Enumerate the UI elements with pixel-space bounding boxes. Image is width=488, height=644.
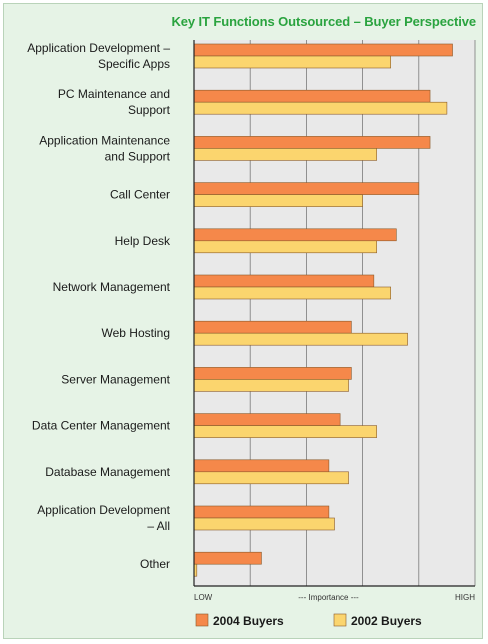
bar-2002 bbox=[193, 55, 391, 69]
category-label-line: Support bbox=[128, 103, 171, 117]
category-label: Web Hosting bbox=[102, 326, 170, 340]
category-label: Data Center Management bbox=[32, 419, 171, 433]
bar-2002 bbox=[193, 194, 363, 207]
category-label-line: – All bbox=[147, 519, 170, 533]
category-label: Network Management bbox=[53, 280, 171, 294]
bar-2004 bbox=[193, 43, 453, 57]
legend-label-2004: 2004 Buyers bbox=[213, 614, 284, 628]
bars bbox=[193, 43, 453, 577]
category-label: Application Development – Specific Apps bbox=[27, 41, 170, 71]
bar-2002 bbox=[193, 471, 349, 485]
legend-swatch-2002 bbox=[333, 613, 347, 627]
category-label: Call Center bbox=[110, 188, 170, 202]
bar-2002 bbox=[193, 286, 391, 300]
category-label-line: Application Development – bbox=[27, 41, 170, 55]
bar-2002 bbox=[193, 240, 377, 254]
grid-lines bbox=[249, 40, 476, 586]
category-label-line: Specific Apps bbox=[98, 57, 170, 71]
legend-swatch-2004 bbox=[195, 613, 209, 627]
plot-area bbox=[194, 40, 475, 586]
bar-2002 bbox=[193, 148, 377, 161]
category-label-line: Server Management bbox=[61, 372, 170, 386]
category-label: Application Maintenance and Support bbox=[39, 133, 170, 163]
category-label-line: and Support bbox=[105, 149, 171, 163]
category-label-line: Network Management bbox=[53, 280, 171, 294]
bar-2002 bbox=[193, 517, 335, 531]
category-label-line: Application Maintenance bbox=[39, 133, 170, 147]
bar-2004 bbox=[193, 367, 352, 380]
category-label: PC Maintenance and Support bbox=[58, 87, 171, 117]
bar-2004 bbox=[193, 459, 330, 473]
category-label: Help Desk bbox=[115, 234, 171, 248]
bar-2004 bbox=[193, 320, 352, 334]
legend: 2004 Buyers 2002 Buyers bbox=[195, 613, 422, 628]
category-label-line: Web Hosting bbox=[102, 326, 170, 340]
bar-2004 bbox=[193, 551, 262, 565]
category-label: Other bbox=[140, 557, 170, 571]
bar-2004 bbox=[193, 228, 397, 242]
bar-2004 bbox=[193, 182, 420, 195]
category-label-line: Help Desk bbox=[115, 234, 171, 248]
bar-2002 bbox=[193, 101, 448, 115]
bar-2002 bbox=[193, 425, 377, 438]
bar-2004 bbox=[193, 505, 330, 519]
category-label-line: Other bbox=[140, 557, 170, 571]
bar-2004 bbox=[193, 413, 341, 426]
bar-2004 bbox=[193, 274, 375, 288]
bar-2002 bbox=[193, 332, 408, 346]
category-labels: Application Development – Specific Apps PC… bbox=[27, 41, 171, 571]
x-axis-label: --- Importance --- bbox=[298, 593, 359, 602]
category-label-line: Call Center bbox=[110, 188, 170, 202]
category-label-line: Database Management bbox=[45, 465, 170, 479]
legend-label-2002: 2002 Buyers bbox=[351, 614, 422, 628]
bar-2004 bbox=[193, 89, 431, 103]
category-label: Application Development – All bbox=[37, 503, 170, 533]
category-label: Database Management bbox=[45, 465, 170, 479]
bar-2004 bbox=[193, 136, 431, 149]
category-label: Server Management bbox=[61, 372, 170, 386]
category-label-line: PC Maintenance and bbox=[58, 87, 170, 101]
x-tick-high: HIGH bbox=[455, 593, 475, 602]
category-label-line: Data Center Management bbox=[32, 419, 171, 433]
x-tick-low: LOW bbox=[194, 593, 213, 602]
category-label-line: Application Development bbox=[37, 503, 170, 517]
bar-2002 bbox=[193, 379, 349, 392]
chart-title: Key IT Functions Outsourced – Buyer Pers… bbox=[171, 14, 476, 29]
